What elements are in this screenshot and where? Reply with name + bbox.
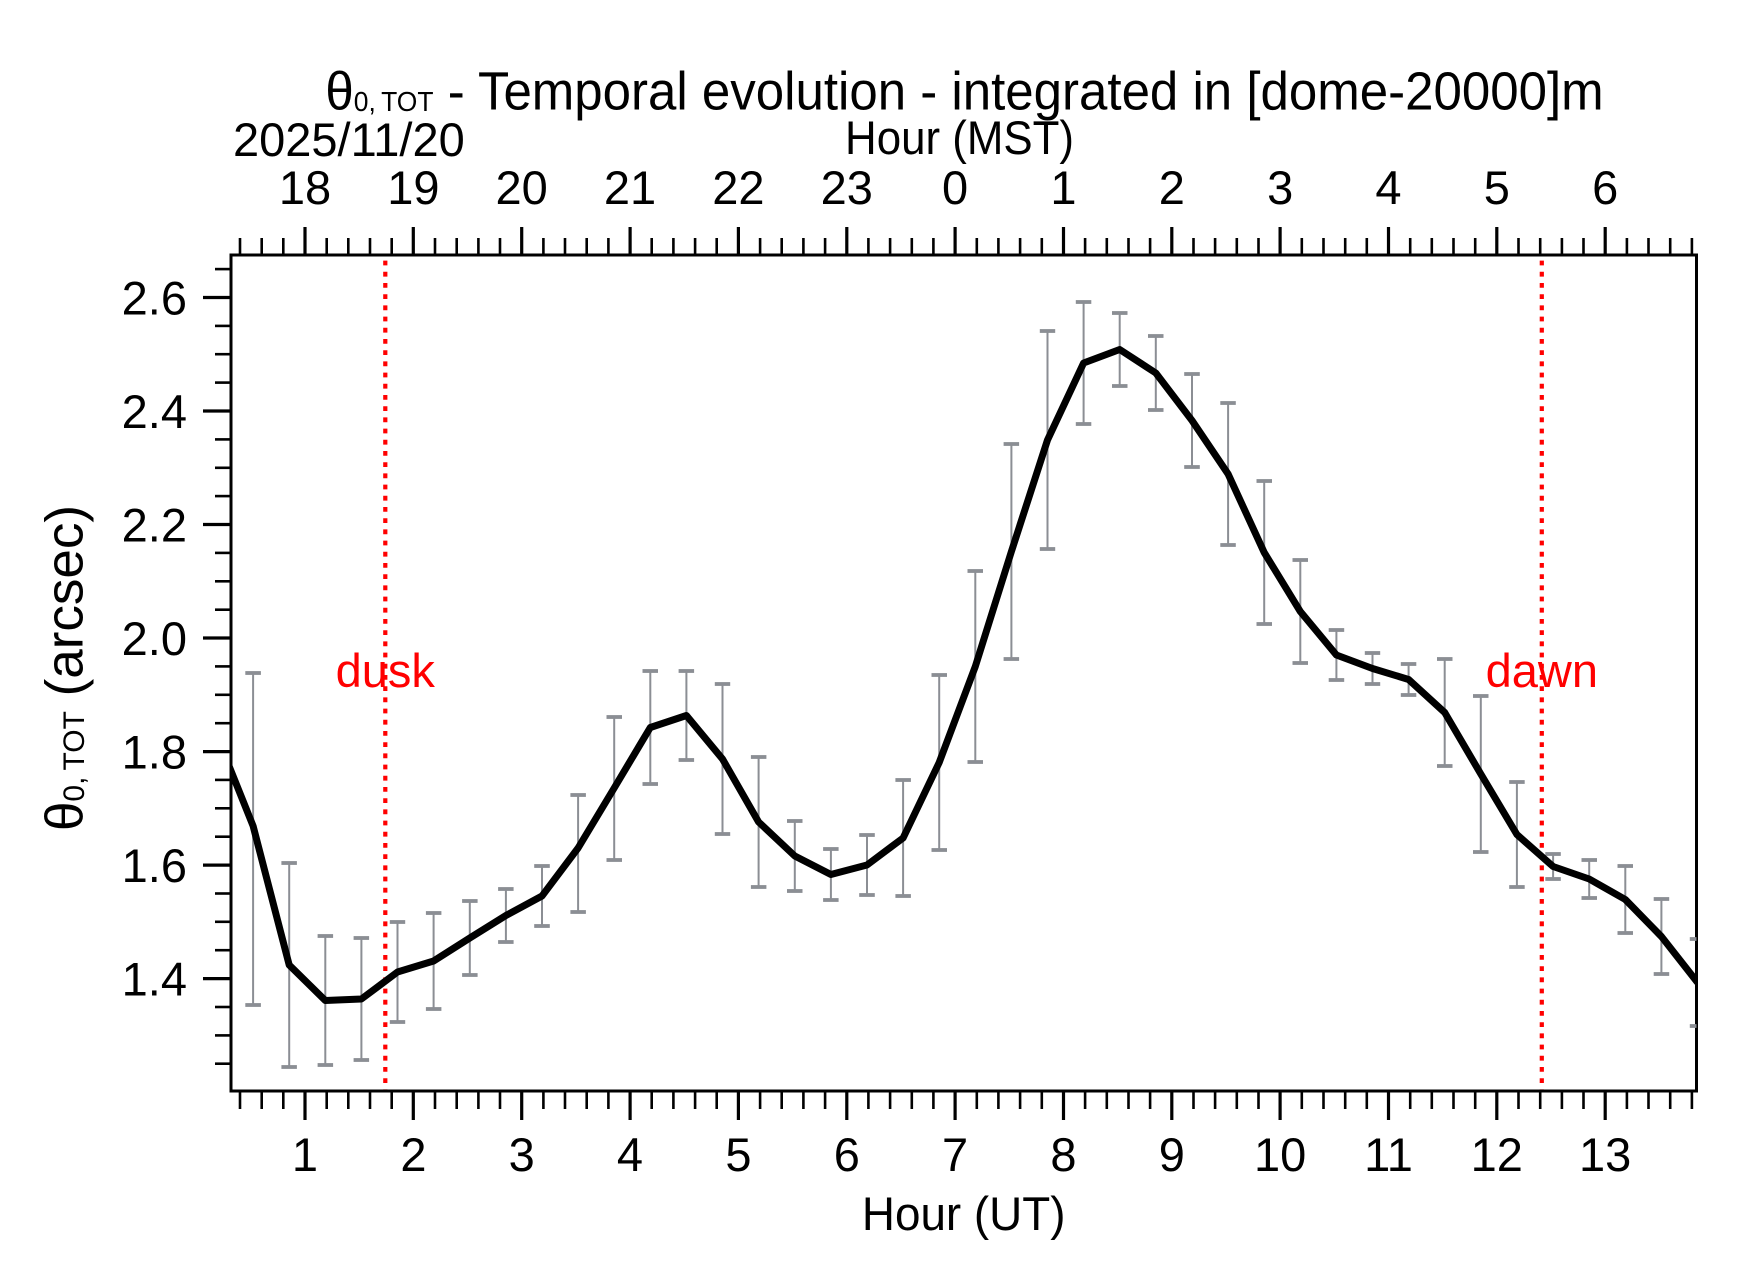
svg-text:2.2: 2.2: [122, 499, 187, 552]
svg-text:0: 0: [942, 161, 968, 214]
svg-text:Hour (UT): Hour (UT): [862, 1187, 1066, 1240]
svg-text:6: 6: [1592, 161, 1618, 214]
svg-text:1: 1: [292, 1128, 318, 1181]
svg-text:2: 2: [1159, 161, 1185, 214]
svg-text:1: 1: [1050, 161, 1076, 214]
svg-text:2.6: 2.6: [122, 272, 187, 325]
svg-text:2.0: 2.0: [122, 612, 187, 665]
svg-text:13: 13: [1579, 1128, 1631, 1181]
svg-text:21: 21: [604, 161, 656, 214]
svg-text:dusk: dusk: [336, 644, 436, 697]
svg-text:18: 18: [279, 161, 331, 214]
svg-text:20: 20: [496, 161, 548, 214]
svg-text:4: 4: [1375, 161, 1401, 214]
svg-text:23: 23: [821, 161, 873, 214]
svg-text:θ0, TOT - Temporal evolution -: θ0, TOT - Temporal evolution - integrate…: [325, 61, 1603, 122]
svg-text:19: 19: [387, 161, 439, 214]
svg-text:2: 2: [400, 1128, 426, 1181]
svg-text:9: 9: [1159, 1128, 1185, 1181]
svg-text:22: 22: [712, 161, 764, 214]
svg-text:dawn: dawn: [1486, 644, 1598, 697]
svg-text:Hour (MST): Hour (MST): [845, 112, 1074, 165]
svg-text:3: 3: [1267, 161, 1293, 214]
svg-text:1.6: 1.6: [122, 839, 187, 892]
svg-text:11: 11: [1364, 1128, 1413, 1181]
svg-text:8: 8: [1050, 1128, 1076, 1181]
svg-text:12: 12: [1471, 1128, 1523, 1181]
svg-text:2025/11/20: 2025/11/20: [233, 113, 465, 166]
svg-text:1.4: 1.4: [122, 953, 187, 1006]
svg-text:5: 5: [725, 1128, 751, 1181]
svg-text:1.8: 1.8: [122, 726, 187, 779]
svg-text:3: 3: [509, 1128, 535, 1181]
svg-text:2.4: 2.4: [122, 385, 187, 438]
svg-text:4: 4: [617, 1128, 643, 1181]
svg-text:6: 6: [834, 1128, 860, 1181]
svg-text:7: 7: [942, 1128, 968, 1181]
svg-text:5: 5: [1484, 161, 1510, 214]
svg-text:10: 10: [1254, 1128, 1306, 1181]
svg-text:θ0, TOT (arcsec): θ0, TOT (arcsec): [36, 505, 95, 831]
